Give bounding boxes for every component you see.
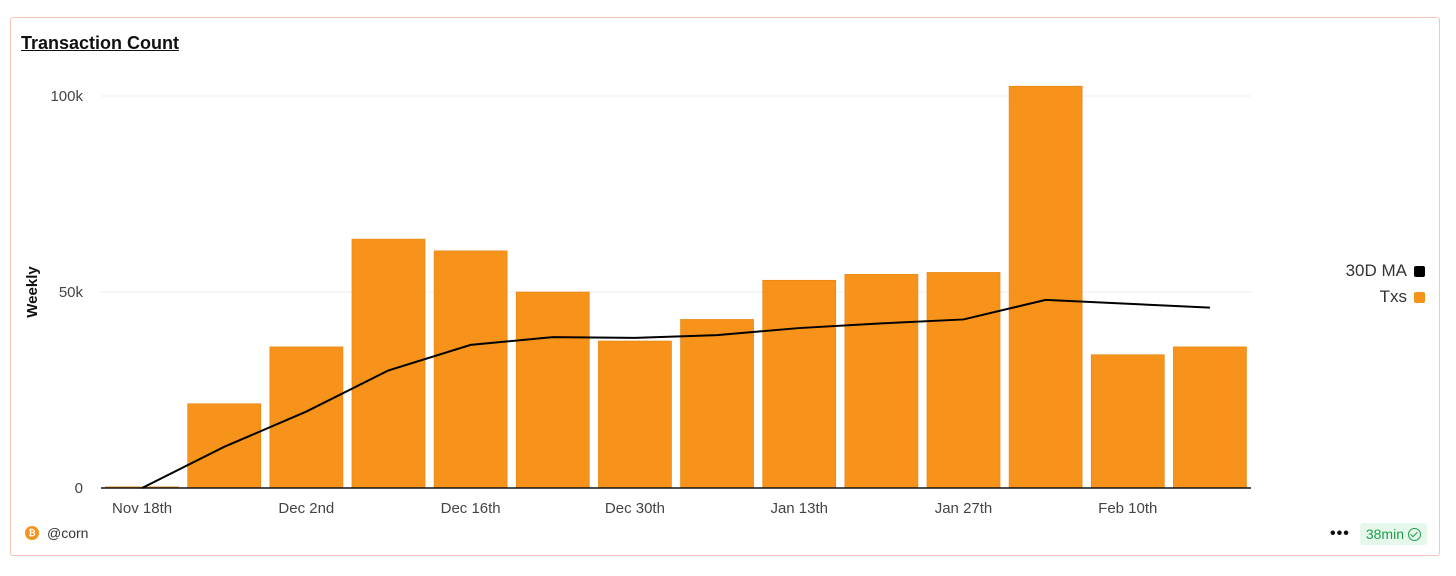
legend-label-txs: Txs: [1379, 287, 1407, 306]
author-link[interactable]: ₿ @corn: [25, 525, 88, 541]
x-tick-label: Dec 30th: [605, 500, 665, 517]
bar-txs: [269, 346, 344, 489]
bar-txs: [844, 274, 919, 489]
bar-txs: [433, 250, 508, 489]
check-circle-icon: [1408, 527, 1421, 541]
x-tick-label: Nov 18th: [112, 500, 172, 517]
author-name: @corn: [47, 525, 89, 541]
corn-logo-icon: ₿: [25, 526, 39, 540]
x-tick-label: Jan 27th: [935, 500, 993, 517]
y-tick-label: 50k: [59, 284, 84, 301]
chart-title[interactable]: Transaction Count: [21, 33, 180, 53]
y-axis-label: Weekly: [24, 266, 41, 318]
bar-txs: [926, 272, 1001, 489]
x-tick-label: Dec 2nd: [278, 500, 334, 517]
x-tick-label: Dec 16th: [441, 500, 501, 517]
bar-txs: [1090, 354, 1165, 489]
chart-card: Transaction Count 0 50k 100k Weekly Nov 18th…: [10, 17, 1440, 556]
legend-swatch-txs: [1414, 291, 1425, 303]
line-30d-ma: [141, 298, 1210, 489]
bar-txs: [351, 238, 426, 489]
legend-label-30d-ma: 30D MA: [1345, 261, 1407, 280]
bar-txs: [598, 340, 672, 489]
legend-swatch-30d-ma: [1414, 265, 1425, 277]
bar-txs: [762, 279, 837, 489]
x-tick-label: Jan 13th: [770, 500, 828, 517]
legend-item-30d-ma[interactable]: 30D MA: [1346, 258, 1425, 284]
footer-actions: ••• 38min: [1330, 523, 1427, 545]
bar-txs: [1008, 85, 1083, 489]
bar-txs: [680, 319, 754, 489]
refresh-time: 38min: [1365, 526, 1404, 542]
refresh-badge[interactable]: 38min: [1359, 523, 1427, 545]
bar-txs: [515, 291, 590, 489]
legend: 30D MA Txs: [1346, 258, 1425, 310]
legend-item-txs[interactable]: Txs: [1346, 284, 1425, 310]
x-tick-label: Feb 10th: [1098, 500, 1157, 517]
y-tick-label: 0: [75, 480, 83, 497]
y-tick-label: 100k: [50, 88, 83, 105]
chart-plot: 0 50k 100k Weekly Nov 18th Dec 2nd Dec 16th Dec…: [24, 85, 1251, 517]
bar-txs: [1173, 346, 1247, 489]
more-options-icon[interactable]: •••: [1330, 525, 1350, 542]
